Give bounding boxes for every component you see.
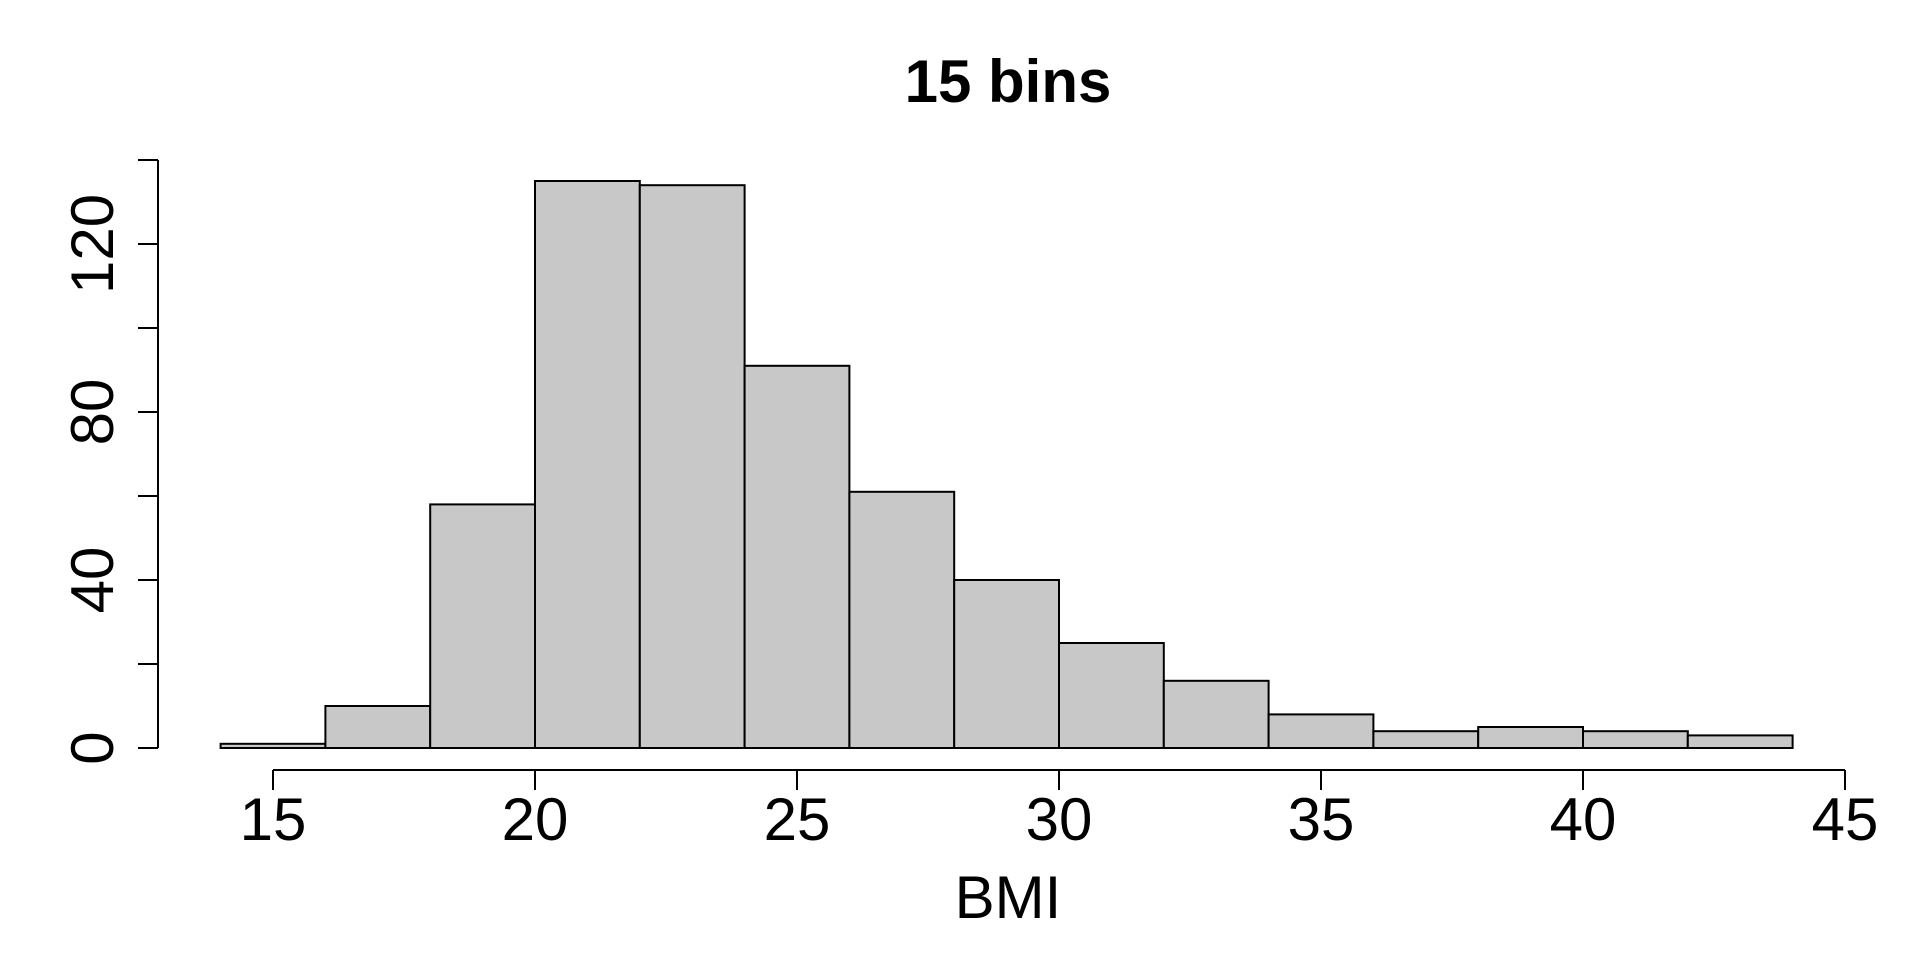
x-tick-label: 15 (240, 786, 307, 853)
histogram-bar (1686, 734, 1794, 750)
y-tick-label: 40 (59, 547, 126, 614)
chart-title: 15 bins (905, 48, 1112, 115)
x-axis-label: BMI (955, 864, 1062, 931)
x-tick-label: 40 (1550, 786, 1617, 853)
histogram-bar (743, 364, 851, 749)
histogram-bar (1477, 726, 1584, 749)
x-axis: 15 20 25 30 35 40 45 (240, 769, 1879, 853)
histogram-bar (429, 503, 537, 749)
x-tick-label: 25 (764, 786, 831, 853)
histogram-bar (1162, 679, 1270, 749)
histogram-bar (324, 705, 432, 749)
histogram-bar (534, 180, 641, 749)
bars-group (219, 180, 1794, 750)
x-tick-label: 35 (1288, 786, 1355, 853)
y-tick-label: 80 (59, 379, 126, 446)
histogram-bar (1058, 642, 1165, 749)
histogram-bar (638, 184, 746, 749)
x-tick-label: 30 (1026, 786, 1093, 853)
histogram-bar (219, 742, 327, 749)
histogram-bar (1267, 713, 1375, 750)
y-axis: 0 40 80 120 (59, 159, 159, 765)
y-tick-label: 0 (59, 731, 126, 764)
y-tick-label: 120 (59, 194, 126, 294)
histogram-bar (953, 579, 1061, 749)
x-tick-label: 20 (502, 786, 569, 853)
histogram-bar (1372, 730, 1480, 750)
histogram-bar (1582, 730, 1689, 750)
x-tick-label: 45 (1812, 786, 1879, 853)
histogram-bar (848, 490, 956, 749)
